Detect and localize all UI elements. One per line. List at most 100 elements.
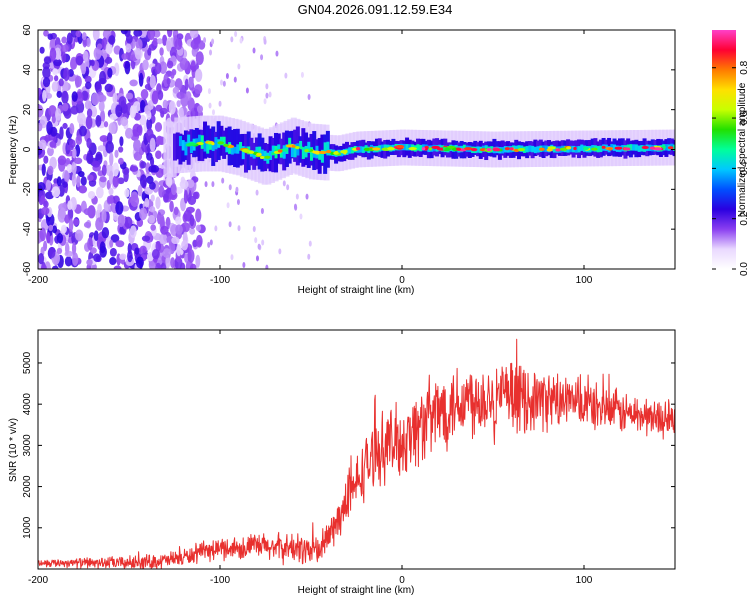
spectrogram-xlabel: Height of straight line (km) [298,285,415,296]
spectrogram-cell [133,139,142,152]
spectrogram-cell [531,145,535,153]
spectrogram-cell [166,60,174,69]
spectrogram-cell [42,89,47,102]
spectrogram-cell [186,131,191,165]
spectrogram-cell [162,248,172,259]
spectrogram-cell [261,239,265,246]
spectrogram-cell [613,144,617,151]
x-tick-label: -200 [28,275,48,286]
spectrogram-cell [608,147,612,151]
spectrogram-cell [312,150,321,154]
spectrogram-cell [149,181,156,190]
spectrogram-cell [38,139,47,151]
spectrogram-cell [304,149,309,153]
spectrogram-cell [185,91,192,101]
spectrogram-cell [144,197,150,208]
spectrogram-cell [84,100,92,110]
spectrogram-cell [59,126,64,140]
spectrogram-cell [221,177,225,184]
spectrogram-cell [140,88,149,100]
spectrogram-cell [113,265,122,269]
spectrogram-cell [109,247,117,257]
spectrogram-cell [293,144,297,158]
spectrogram-cell [275,50,279,57]
colorbar-tick-label: 0.8 [739,60,750,74]
spectrogram-cell [257,243,261,250]
spectrogram-cell [129,225,137,238]
spectrogram-cell [214,137,218,150]
spectrogram-cell [299,146,303,150]
spectrogram-cell [51,265,59,269]
spectrogram-cell [361,146,365,153]
y-tick-label: 1000 [22,516,33,539]
snr-frame [37,329,676,570]
spectrogram-cell [43,56,52,65]
spectrogram-cell [46,146,54,157]
spectrogram-cell [536,146,540,153]
spectrogram-cell [38,104,44,118]
spectrogram-cell [211,143,215,152]
spectrogram-cell [211,38,215,45]
spectrogram-cell [95,186,104,199]
spectrogram-cell [258,146,262,156]
spectrogram-cell [155,196,161,210]
spectrogram-cell [173,206,179,216]
spectrogram-cell [230,254,234,261]
spectrogram-cell [277,149,283,153]
spectrogram-cell [45,92,53,99]
spectrogram-cell [653,147,663,151]
spectrogram-cell [621,145,625,152]
spectrogram-cell [544,145,548,152]
spectrogram-cell [160,110,165,118]
spectrogram-cell [117,214,125,228]
spectrogram-cell [132,123,142,137]
spectrogram-cell [108,187,114,196]
colorbar-label: Normalized spectral amplitude [737,82,748,217]
spectrogram-cell [125,43,132,53]
spectrogram-cell [175,132,180,160]
spectrogram-cell [299,140,303,148]
spectrogram-cell [300,71,304,78]
spectrogram-x-ticks: -200 -100 0 100 [28,30,593,286]
spectrogram-cell [76,112,86,125]
spectrogram-cell [188,76,194,88]
spectrogram-cell [72,147,77,159]
spectrogram-cell [165,176,172,187]
spectrogram-cell [162,99,168,109]
spectrogram-cell [64,241,70,256]
spectrogram-cell [43,155,49,164]
spectrogram-cell [38,252,45,265]
spectrogram-cell [533,146,537,154]
spectrogram-cell [71,161,77,175]
spectrogram-cell [408,144,412,151]
spectrogram-cell [149,206,156,213]
spectrogram-cell [115,240,125,248]
spectrogram-cell [75,30,82,38]
spectrogram-cell [241,146,245,160]
spectrogram-cell [87,237,93,251]
spectrogram-cell [61,36,67,44]
spectrogram-cell [154,62,162,75]
spectrogram-cell [296,143,300,156]
spectrogram-cell [265,83,269,90]
spectrogram-cell [239,141,243,151]
spectrogram-cell [46,231,51,244]
spectrogram-cell [129,165,139,172]
spectrogram-cell [176,244,182,257]
spectrogram-cell [209,239,213,246]
spectrogram-cell [67,200,73,210]
spectrogram-cell [260,54,264,61]
spectrogram-cell [144,105,151,115]
spectrogram-cell [252,47,256,54]
spectrogram-cell [566,146,570,153]
spectrogram-cell [214,225,218,232]
spectrogram-cell [490,146,494,153]
y-tick-label: 40 [22,64,33,76]
spectrogram-cell [301,147,305,159]
spectrogram-cell [226,144,235,149]
spectrogram-cell [286,144,294,148]
spectrogram-cell [195,234,203,248]
spectrogram-cell [298,136,303,163]
spectrogram-cell [47,33,53,41]
